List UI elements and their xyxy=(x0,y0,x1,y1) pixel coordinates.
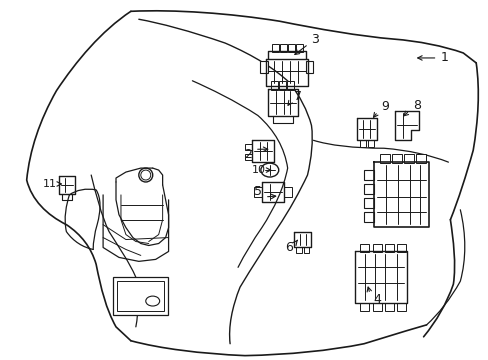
Text: 11: 11 xyxy=(42,179,57,189)
Bar xyxy=(253,187,262,197)
Bar xyxy=(287,44,294,52)
Bar xyxy=(364,170,373,180)
Bar xyxy=(244,144,251,150)
Bar xyxy=(415,154,425,163)
Bar xyxy=(359,140,366,147)
Bar xyxy=(396,243,405,252)
Circle shape xyxy=(139,168,152,182)
Bar xyxy=(367,140,373,147)
Bar xyxy=(403,154,413,163)
Bar xyxy=(303,247,309,253)
Bar xyxy=(364,184,373,194)
Bar xyxy=(359,243,368,252)
Bar xyxy=(384,303,393,311)
Bar xyxy=(379,154,389,163)
Text: 5: 5 xyxy=(253,185,262,198)
Text: 2: 2 xyxy=(244,148,251,161)
Ellipse shape xyxy=(260,163,278,177)
Bar xyxy=(305,61,313,73)
Bar xyxy=(271,44,278,52)
Text: 8: 8 xyxy=(412,99,420,112)
Bar xyxy=(391,154,401,163)
Text: 4: 4 xyxy=(372,293,380,306)
Bar xyxy=(364,212,373,222)
Text: 1: 1 xyxy=(440,51,447,64)
Bar xyxy=(113,277,167,315)
Bar xyxy=(278,81,285,90)
Bar xyxy=(270,81,277,90)
Bar xyxy=(259,61,267,73)
Bar xyxy=(279,44,286,52)
Bar xyxy=(117,281,163,311)
Bar xyxy=(244,154,251,160)
Bar xyxy=(364,198,373,208)
Bar xyxy=(283,187,291,197)
Text: 9: 9 xyxy=(380,100,388,113)
Text: 7: 7 xyxy=(293,90,301,103)
Bar xyxy=(372,243,381,252)
Circle shape xyxy=(141,170,150,180)
Bar xyxy=(295,44,302,52)
Bar xyxy=(396,303,405,311)
Ellipse shape xyxy=(145,296,160,306)
Text: 6: 6 xyxy=(284,241,292,254)
Text: 3: 3 xyxy=(311,33,319,46)
Bar xyxy=(359,303,368,311)
Text: 10: 10 xyxy=(251,165,265,175)
Bar xyxy=(286,81,293,90)
Bar xyxy=(372,303,381,311)
Bar xyxy=(384,243,393,252)
Bar xyxy=(295,247,301,253)
